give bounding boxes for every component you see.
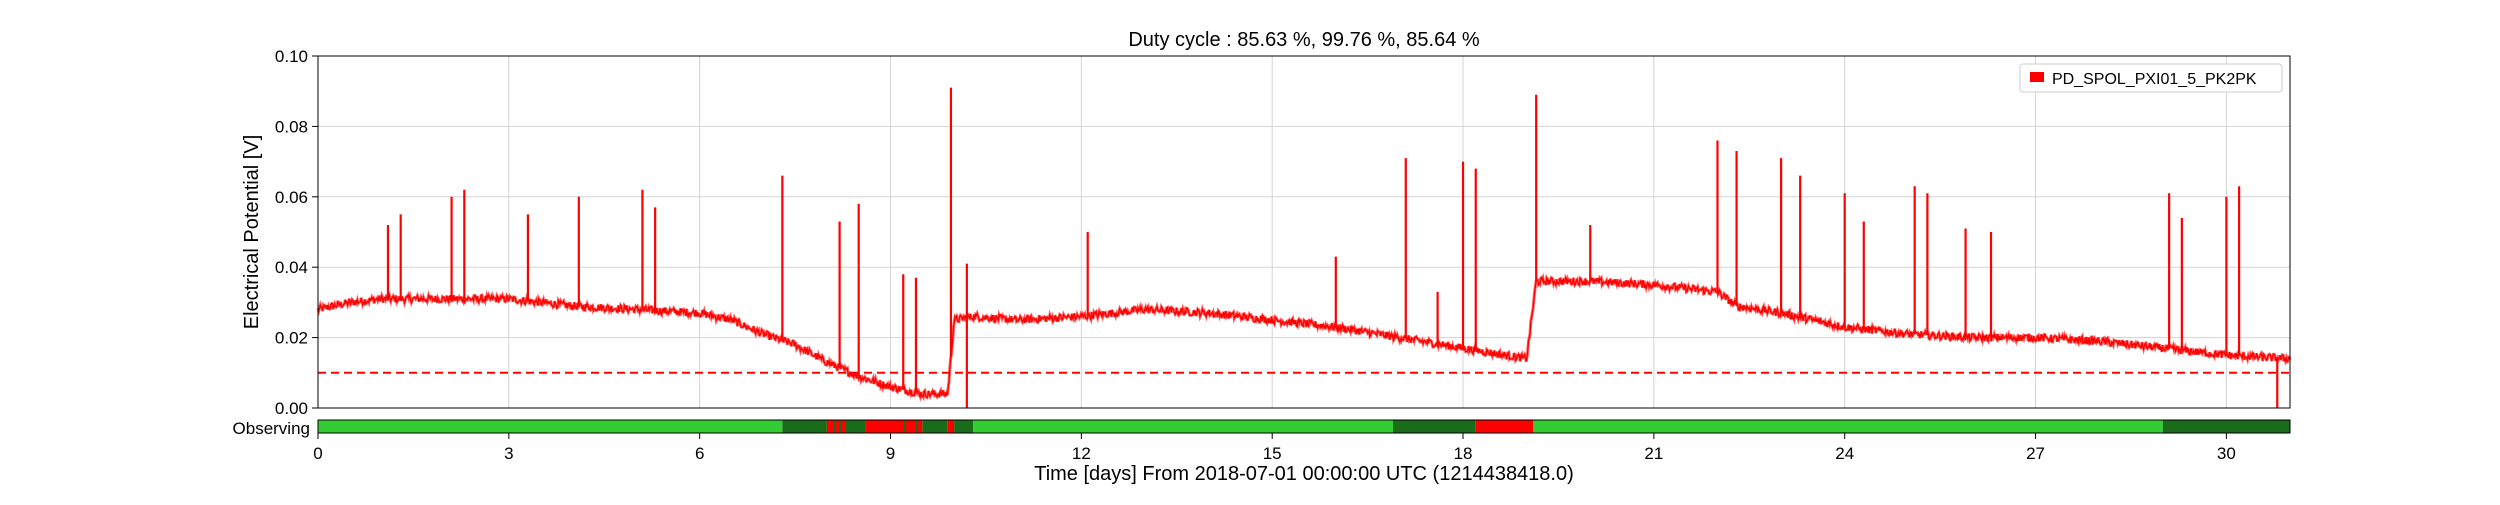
- segment-marker: [833, 420, 836, 433]
- segment-active: [973, 420, 1394, 433]
- x-tick-label: 0: [313, 444, 322, 463]
- x-tick-label: 24: [1835, 444, 1854, 463]
- segments-row-label: Observing: [233, 419, 310, 438]
- legend-swatch: [2030, 72, 2044, 82]
- x-tick-label: 3: [504, 444, 513, 463]
- x-tick-label: 12: [1072, 444, 1091, 463]
- y-tick-label: 0.06: [275, 188, 308, 207]
- segment-known: [922, 420, 948, 433]
- legend-box: [2019, 63, 2283, 93]
- x-tick-label: 27: [2026, 444, 2045, 463]
- y-axis-label: Electrical Potential [V]: [241, 135, 263, 330]
- segment-marker: [855, 420, 858, 433]
- chart-title: Duty cycle : 85.63 %, 99.76 %, 85.64 %: [1128, 29, 1480, 51]
- x-tick-label: 21: [1644, 444, 1663, 463]
- y-tick-label: 0.04: [275, 258, 308, 277]
- segment-known: [1393, 420, 1476, 433]
- plot-area: [316, 87, 2292, 408]
- x-tick-label: 6: [695, 444, 704, 463]
- legend-label: PD_SPOL_PXI01_5_PK2PK: [2052, 71, 2257, 88]
- segment-marker: [960, 420, 963, 433]
- segment-known: [954, 420, 974, 433]
- x-tick-label: 15: [1263, 444, 1282, 463]
- segment-marker: [903, 420, 906, 433]
- x-tick-label: 9: [886, 444, 895, 463]
- segment-marker: [839, 420, 842, 433]
- segment-gap: [947, 420, 955, 433]
- segment-gap: [1475, 420, 1534, 433]
- x-tick-label: 30: [2217, 444, 2236, 463]
- legend: PD_SPOL_PXI01_5_PK2PK: [2019, 63, 2283, 93]
- y-tick-label: 0.10: [275, 47, 308, 66]
- segment-known: [782, 420, 827, 433]
- plot-frame: [317, 55, 2291, 409]
- series-band: [316, 272, 2292, 403]
- grid: [317, 55, 2290, 409]
- segment-marker: [915, 420, 918, 433]
- segment-gap: [826, 420, 846, 433]
- segment-active: [1533, 420, 2163, 433]
- y-tick-label: 0.00: [275, 399, 308, 418]
- x-tick-label: 18: [1454, 444, 1473, 463]
- segments-row: [317, 419, 2291, 434]
- y-axis: 0.00 0.02 0.04 0.06 0.08 0.10: [275, 47, 318, 418]
- y-tick-label: 0.02: [275, 329, 308, 348]
- segment-known: [2162, 420, 2290, 433]
- segment-gap: [865, 420, 923, 433]
- segment-frame: [317, 419, 2291, 434]
- y-tick-label: 0.08: [275, 117, 308, 136]
- segment-active: [318, 420, 783, 433]
- x-axis-label: Time [days] From 2018-07-01 00:00:00 UTC…: [1034, 463, 1574, 485]
- x-axis: 0 3 6 9 12 15 18 21 24 27 30: [313, 433, 2236, 463]
